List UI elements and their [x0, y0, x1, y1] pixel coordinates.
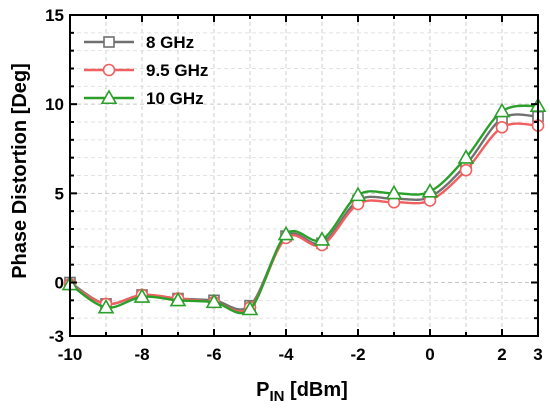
- series-line: [69, 122, 539, 313]
- x-tick-label: 2: [497, 345, 506, 364]
- y-tick-label: 10: [45, 95, 64, 114]
- x-tick-label: -8: [134, 345, 149, 364]
- legend-marker: [102, 63, 116, 77]
- data-point: [169, 291, 187, 307]
- data-point: [97, 298, 115, 314]
- series-line: [69, 104, 539, 315]
- x-axis-title-unit: [dBm]: [285, 379, 348, 401]
- y-tick-labels: -3 0 5 10 15: [45, 6, 64, 346]
- y-tick-label: 15: [45, 6, 64, 25]
- x-axis-title: PIN [dBm]: [256, 379, 348, 405]
- data-point: [349, 186, 367, 202]
- legend-item: 8 GHz: [84, 33, 194, 52]
- y-tick-label: -3: [49, 327, 64, 346]
- data-point: [493, 102, 511, 118]
- legend-item: 9.5 GHz: [84, 61, 208, 80]
- data-point: [385, 184, 403, 200]
- x-tick-label: -4: [278, 345, 294, 364]
- legend-label: 10 GHz: [146, 89, 204, 108]
- x-axis-title-main: P: [256, 379, 269, 401]
- data-point: [459, 163, 473, 177]
- data-point: [495, 121, 509, 134]
- legend-label: 8 GHz: [146, 33, 194, 52]
- x-tick-labels: -10 -8 -6 -4 -2 0 2 3: [58, 345, 543, 364]
- x-tick-label: -6: [206, 345, 221, 364]
- x-tick-label: 0: [425, 345, 434, 364]
- legend-label: 9.5 GHz: [146, 61, 208, 80]
- x-tick-label: 3: [533, 345, 542, 364]
- legend-marker: [100, 89, 118, 105]
- legend-item: 10 GHz: [84, 89, 204, 108]
- legend-marker: [103, 36, 115, 48]
- y-tick-label: 5: [55, 184, 64, 203]
- y-tick-label: 0: [55, 274, 64, 293]
- data-point: [241, 300, 259, 316]
- data-point: [421, 182, 439, 198]
- x-axis-title-subscript: IN: [270, 388, 285, 405]
- data-point: [457, 149, 475, 164]
- x-tick-label: -2: [350, 345, 365, 364]
- series-3: [61, 97, 547, 316]
- series-line: [69, 113, 539, 311]
- grid: [70, 15, 538, 336]
- plot-series: [61, 97, 547, 316]
- x-tick-label: -10: [58, 345, 83, 364]
- data-point: [277, 225, 295, 241]
- data-point: [205, 293, 223, 309]
- axis-ticks: [69, 14, 539, 337]
- legend: 8 GHz 9.5 GHz 10 GHz: [84, 33, 208, 108]
- data-point: [133, 288, 151, 303]
- data-point: [313, 231, 331, 246]
- y-axis-title: Phase Distortion [Deg]: [9, 63, 31, 279]
